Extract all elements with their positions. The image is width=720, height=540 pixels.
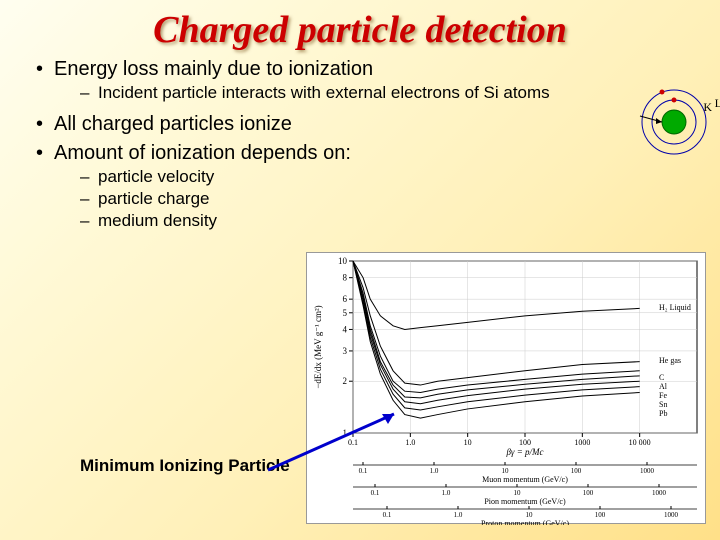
bullet-3: Amount of ionization depends on:	[36, 142, 720, 165]
bullet-3-sub-1: particle velocity	[80, 167, 560, 187]
svg-text:10: 10	[502, 467, 510, 475]
page-title: Charged particle detection	[0, 0, 720, 52]
svg-text:1.0: 1.0	[454, 511, 463, 519]
svg-text:1000: 1000	[652, 489, 667, 497]
svg-text:0.1: 0.1	[359, 467, 368, 475]
svg-text:Muon momentum (GeV/c): Muon momentum (GeV/c)	[482, 475, 568, 484]
svg-text:1: 1	[343, 428, 348, 438]
svg-text:10: 10	[514, 489, 522, 497]
svg-text:1.0: 1.0	[430, 467, 439, 475]
bullet-3-sub-3: medium density	[80, 211, 560, 231]
svg-text:Fe: Fe	[659, 391, 667, 400]
bethe-bloch-chart: 1 2 3 4 5 6 8 10 0.1 1.0 10 100 1000 10 000 −dE/dx (Me…	[306, 252, 706, 524]
svg-text:1000: 1000	[664, 511, 679, 519]
bullet-1-sub: Incident particle interacts with externa…	[80, 83, 560, 103]
svg-text:Al: Al	[659, 382, 668, 391]
svg-text:100: 100	[571, 467, 582, 475]
bullet-2: All charged particles ionize	[36, 113, 720, 136]
svg-text:10: 10	[526, 511, 534, 519]
svg-text:0.1: 0.1	[348, 438, 358, 447]
svg-text:4: 4	[343, 324, 348, 334]
svg-text:Pb: Pb	[659, 409, 667, 418]
svg-text:100: 100	[583, 489, 594, 497]
svg-text:1.0: 1.0	[405, 438, 415, 447]
svg-text:100: 100	[595, 511, 606, 519]
shell-k-label: K	[703, 100, 712, 115]
svg-text:Sn: Sn	[659, 400, 667, 409]
svg-text:1000: 1000	[574, 438, 590, 447]
shell-l-label: L	[715, 96, 720, 111]
bullet-1: Energy loss mainly due to ionization	[36, 58, 720, 81]
svg-text:10: 10	[338, 256, 348, 266]
atom-diagram: K L	[638, 86, 710, 158]
svg-text:He gas: He gas	[659, 356, 681, 365]
svg-text:Proton momentum (GeV/c): Proton momentum (GeV/c)	[481, 519, 569, 525]
svg-text:0.1: 0.1	[371, 489, 380, 497]
svg-text:10 000: 10 000	[629, 438, 651, 447]
svg-text:100: 100	[519, 438, 531, 447]
svg-text:Pion momentum (GeV/c): Pion momentum (GeV/c)	[484, 497, 566, 506]
bullet-3-sub-2: particle charge	[80, 189, 560, 209]
svg-text:8: 8	[343, 273, 348, 283]
mip-label: Minimum Ionizing Particle	[80, 456, 290, 476]
svg-text:10: 10	[464, 438, 472, 447]
svg-text:6: 6	[343, 294, 348, 304]
svg-text:5: 5	[343, 308, 348, 318]
svg-text:βγ = p/Mc: βγ = p/Mc	[505, 447, 543, 457]
svg-text:1.0: 1.0	[442, 489, 451, 497]
svg-text:2: 2	[343, 376, 348, 386]
svg-text:−dE/dx (MeV g⁻¹ cm²): −dE/dx (MeV g⁻¹ cm²)	[313, 305, 323, 388]
svg-text:C: C	[659, 373, 664, 382]
svg-text:0.1: 0.1	[383, 511, 392, 519]
svg-text:H₂ Liquid: H₂ Liquid	[659, 303, 691, 312]
svg-text:1000: 1000	[640, 467, 655, 475]
svg-text:3: 3	[343, 346, 348, 356]
